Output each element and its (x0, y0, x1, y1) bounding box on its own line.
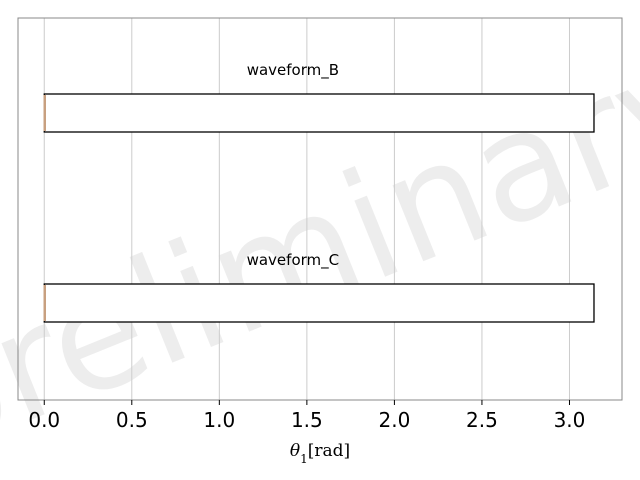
plot-frame (17, 17, 623, 401)
x-axis-label: θ1[rad] (290, 441, 350, 466)
bar-label: waveform_B (247, 61, 339, 80)
x-tick-label: 1.0 (203, 408, 235, 432)
bars: waveform_B waveform_C (43, 61, 595, 323)
x-tick-label: 2.0 (378, 408, 410, 432)
bar-waveform_B (43, 93, 595, 133)
x-tick-label: 1.5 (291, 408, 323, 432)
x-tick-label: 0.0 (28, 408, 60, 432)
bar-waveform_C (43, 283, 595, 323)
bar-label: waveform_C (247, 251, 340, 270)
x-tick-label: 3.0 (554, 408, 586, 432)
x-tick-label: 0.5 (116, 408, 148, 432)
x-tick-label: 2.5 (466, 408, 498, 432)
grid-lines (43, 18, 570, 400)
x-ticks: 0.0 0.5 1.0 1.5 2.0 2.5 3.0 (28, 400, 585, 432)
